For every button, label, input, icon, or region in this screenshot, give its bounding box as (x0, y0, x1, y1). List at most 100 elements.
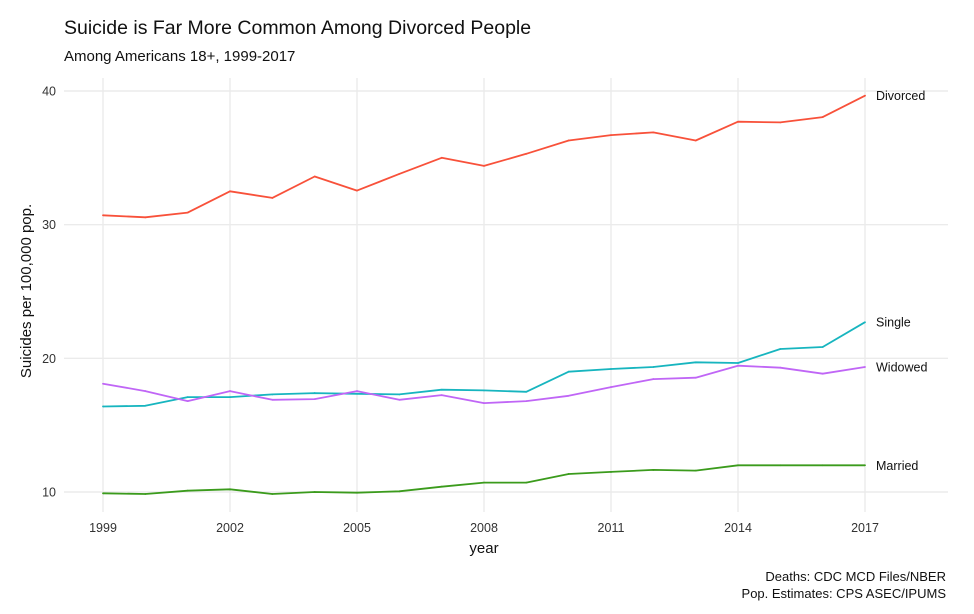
data-point-single (525, 390, 528, 393)
data-point-single (313, 392, 316, 394)
data-point-married (229, 488, 231, 491)
data-point-widowed (483, 402, 485, 405)
series-label-divorced: Divorced (876, 89, 925, 103)
gridlines (64, 78, 948, 512)
x-tick-label: 2011 (598, 521, 625, 535)
chart-title: Suicide is Far More Common Among Divorce… (64, 17, 532, 39)
data-point-widowed (186, 400, 189, 403)
data-point-married (144, 493, 147, 495)
x-axis-ticks: 1999 2002 2005 2008 2011 2014 2017 (89, 521, 879, 535)
data-point-single (356, 392, 358, 395)
data-point-divorced (229, 190, 231, 193)
x-tick-label: 2014 (724, 521, 752, 535)
data-point-widowed (779, 366, 782, 369)
data-point-married (483, 481, 485, 484)
data-point-married (567, 473, 570, 475)
data-point-divorced (356, 189, 358, 192)
data-point-widowed (694, 376, 697, 379)
data-point-divorced (821, 116, 824, 118)
data-point-divorced (483, 164, 485, 167)
data-point-married (313, 491, 316, 493)
series-label-married: Married (876, 459, 918, 473)
data-point-divorced (398, 172, 401, 175)
data-point-widowed (144, 390, 147, 392)
y-tick-label: 20 (42, 352, 56, 366)
data-point-widowed (229, 390, 231, 392)
data-point-married (821, 464, 824, 467)
data-point-married (186, 489, 189, 492)
data-point-single (102, 405, 104, 408)
data-point-divorced (271, 197, 274, 199)
data-point-married (737, 464, 739, 467)
data-point-single (567, 370, 570, 373)
data-point-single (737, 362, 739, 364)
data-point-divorced (567, 139, 570, 142)
data-point-single (652, 366, 655, 368)
x-tick-label: 2017 (851, 521, 879, 535)
data-point-married (694, 469, 697, 472)
series-label-single: Single (876, 316, 911, 330)
data-point-divorced (779, 121, 782, 124)
caption-pop-source: Pop. Estimates: CPS ASEC/IPUMS (741, 586, 946, 601)
data-point-widowed (440, 394, 443, 396)
series-labels: Divorced Single Widowed Married (876, 89, 927, 473)
data-point-divorced (610, 134, 612, 137)
chart-subtitle: Among Americans 18+, 1999-2017 (64, 48, 296, 65)
data-point-widowed (610, 386, 612, 388)
series-label-widowed: Widowed (876, 361, 927, 375)
data-point-divorced (737, 120, 739, 123)
data-point-divorced (440, 156, 443, 159)
data-point-single (864, 321, 866, 324)
data-point-single (779, 348, 782, 350)
data-point-married (440, 485, 443, 488)
data-point-married (271, 493, 274, 495)
data-point-divorced (864, 94, 866, 97)
data-point-married (864, 464, 866, 467)
data-point-divorced (313, 175, 316, 178)
data-point-married (102, 492, 104, 495)
data-point-single (483, 389, 485, 392)
data-point-widowed (567, 394, 570, 397)
data-point-widowed (864, 366, 866, 368)
data-point-single (440, 388, 443, 391)
data-point-widowed (356, 390, 358, 392)
data-point-married (525, 481, 528, 484)
x-tick-label: 2002 (216, 521, 244, 535)
data-point-widowed (102, 382, 104, 385)
x-tick-label: 1999 (89, 521, 117, 535)
data-point-divorced (652, 131, 655, 134)
data-point-single (186, 396, 189, 398)
data-point-divorced (694, 139, 697, 142)
data-point-widowed (525, 400, 528, 403)
x-tick-label: 2008 (470, 521, 498, 535)
y-axis-title: Suicides per 100,000 pop. (18, 204, 35, 378)
data-point-divorced (525, 152, 528, 155)
data-point-married (779, 464, 782, 467)
data-point-widowed (313, 398, 316, 401)
data-point-single (398, 393, 401, 396)
data-point-widowed (737, 364, 739, 367)
y-tick-label: 30 (42, 218, 56, 232)
data-point-single (271, 393, 274, 396)
data-point-married (398, 490, 401, 493)
x-tick-label: 2005 (343, 521, 371, 535)
x-axis-title: year (469, 540, 498, 557)
data-point-divorced (102, 214, 104, 217)
data-point-married (652, 469, 655, 471)
data-point-single (144, 404, 147, 407)
data-point-married (610, 471, 612, 473)
data-point-divorced (186, 211, 189, 214)
data-point-widowed (271, 398, 274, 401)
data-point-single (821, 346, 824, 348)
data-point-married (356, 491, 358, 494)
data-point-widowed (652, 378, 655, 380)
caption-deaths-source: Deaths: CDC MCD Files/NBER (765, 569, 946, 584)
data-point-divorced (144, 216, 147, 219)
data-point-single (694, 361, 697, 364)
series-lines (102, 94, 866, 495)
y-axis-ticks: 10 20 30 40 (42, 85, 56, 500)
y-tick-label: 40 (42, 85, 56, 99)
y-tick-label: 10 (42, 486, 56, 500)
data-point-widowed (821, 372, 824, 375)
